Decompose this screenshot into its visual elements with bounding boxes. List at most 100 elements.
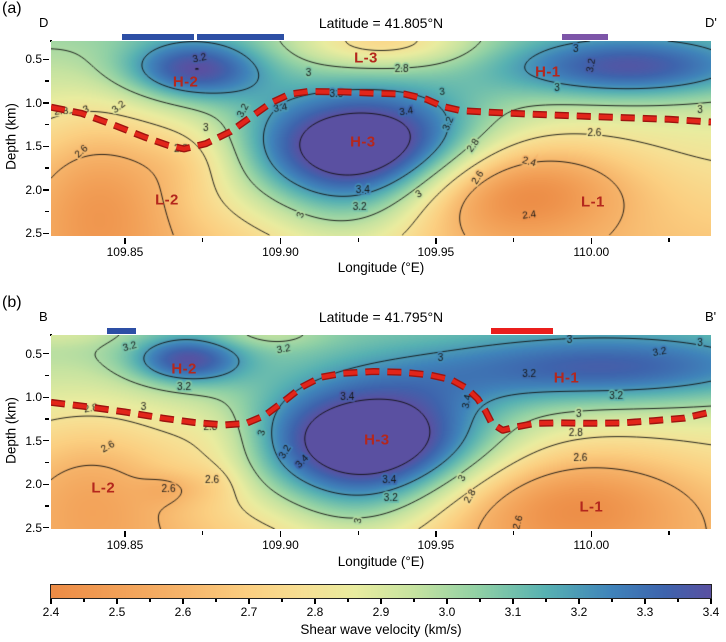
colorbar-tick — [116, 599, 118, 604]
velocity-heatmap-canvas-a — [51, 41, 711, 236]
colorbar-tick-label: 2.6 — [174, 605, 192, 619]
x-tick — [590, 530, 592, 537]
y-tick-label: 1.5 — [25, 139, 42, 154]
x-tick — [124, 237, 126, 244]
x-tick-label: 109.95 — [417, 537, 455, 552]
y-minor-tick — [45, 461, 50, 464]
colorbar-tick — [248, 599, 250, 604]
velocity-heatmap-canvas-b — [51, 335, 711, 529]
x-minor-tick — [668, 530, 670, 535]
y-tick — [43, 189, 50, 191]
surface-marker-bar — [122, 34, 194, 40]
section-start-label-b: B — [39, 309, 48, 324]
colorbar-tick — [380, 599, 382, 604]
y-minor-tick — [45, 167, 50, 169]
x-axis-label-a: Longitude (°E) — [337, 260, 425, 275]
x-minor-tick — [357, 237, 359, 242]
x-minor-tick — [668, 237, 670, 242]
colorbar-tick — [314, 599, 316, 604]
colorbar-minor-tick — [83, 599, 85, 602]
colorbar-tick — [512, 599, 514, 604]
y-tick-label: 1.5 — [25, 433, 42, 448]
panel-a-title: Latitude = 41.805°N — [318, 15, 444, 31]
colorbar-tick — [644, 599, 646, 604]
y-minor-tick — [45, 80, 50, 82]
panel-b-title: Latitude = 41.795°N — [318, 309, 444, 325]
section-start-label-a: D — [39, 15, 49, 30]
x-tick-label: 110.00 — [573, 537, 610, 552]
panel-b: (b) B Latitude = 41.795°N B' H-2 H-1 H-3 L-… — [0, 294, 726, 584]
y-axis-label-a: Depth (km) — [3, 103, 19, 170]
y-tick — [43, 440, 50, 442]
x-tick-label: 110.00 — [573, 244, 610, 259]
x-tick — [279, 237, 282, 244]
colorbar-tick-label: 2.5 — [108, 605, 126, 619]
y-minor-tick — [45, 211, 50, 213]
y-tick — [43, 483, 50, 485]
colorbar-minor-tick — [413, 599, 415, 602]
colorbar-tick-label: 2.8 — [306, 605, 324, 619]
colorbar-tick-label: 3.0 — [438, 605, 456, 619]
colorbar-minor-tick — [215, 599, 217, 602]
x-tick — [435, 237, 437, 244]
surface-marker-bar — [106, 328, 136, 334]
x-tick-label: 109.95 — [417, 244, 455, 259]
colorbar-gradient — [50, 584, 712, 599]
surface-marker-bar — [197, 34, 285, 40]
fault-line-a — [51, 88, 711, 153]
fault-line-b — [51, 368, 711, 434]
y-tick-label: 2.5 — [25, 520, 42, 535]
y-tick-label: 2.5 — [25, 226, 42, 241]
y-tick — [43, 396, 50, 398]
x-minor-tick — [512, 530, 515, 535]
x-tick — [435, 530, 437, 537]
y-minor-tick — [45, 505, 50, 507]
colorbar-minor-tick — [347, 599, 349, 602]
y-tick — [43, 232, 50, 235]
colorbar-minor-tick — [545, 599, 547, 602]
colorbar-minor-tick — [149, 599, 151, 602]
x-tick — [279, 530, 282, 537]
colorbar-tick-label: 3.3 — [636, 605, 654, 619]
y-minor-tick — [45, 123, 50, 126]
x-minor-tick — [202, 530, 204, 535]
x-tick — [124, 530, 126, 537]
y-minor-tick — [45, 374, 50, 377]
colorbar-label: Shear wave velocity (km/s) — [300, 622, 462, 637]
panel-a: (a) D Latitude = 41.805°N D' H-2 L-3 H-1 H-… — [0, 0, 726, 294]
y-tick-label: 0.5 — [25, 52, 42, 67]
colorbar-tick-label: 2.7 — [240, 605, 258, 619]
y-minor-tick — [45, 418, 50, 420]
colorbar-tick — [710, 599, 712, 604]
section-end-label-b: B' — [705, 309, 717, 324]
y-tick-label: 0.5 — [25, 346, 42, 361]
x-tick-label: 109.85 — [106, 244, 144, 259]
x-minor-tick — [202, 237, 204, 242]
colorbar-minor-tick — [281, 599, 283, 602]
y-tick — [43, 102, 50, 104]
x-axis-label-b: Longitude (°E) — [337, 554, 425, 569]
colorbar: 2.4 2.5 2.6 2.7 2.8 2.9 3.0 3.1 3.2 3.3 3.4 Shear … — [0, 584, 726, 642]
colorbar-tick-label: 2.4 — [42, 605, 60, 619]
fault-dash — [51, 89, 711, 152]
colorbar-tick — [446, 599, 448, 604]
panel-a-tag: (a) — [2, 0, 22, 17]
colorbar-tick-label: 3.4 — [702, 605, 720, 619]
y-tick-label: 2.0 — [25, 477, 42, 492]
colorbar-tick — [578, 599, 580, 604]
x-tick-label: 109.90 — [262, 244, 299, 259]
y-tick-label: 1.0 — [25, 390, 42, 405]
y-axis-label-b: Depth (km) — [3, 397, 19, 464]
y-tick — [43, 58, 50, 60]
y-tick — [43, 527, 50, 529]
colorbar-tick — [50, 599, 52, 604]
x-tick-label: 109.85 — [106, 537, 144, 552]
colorbar-tick — [182, 599, 184, 604]
y-tick — [43, 145, 50, 148]
colorbar-minor-tick — [677, 599, 679, 602]
colorbar-tick-label: 2.9 — [372, 605, 390, 619]
section-end-label-a: D' — [705, 15, 717, 30]
x-minor-tick — [357, 530, 359, 535]
x-tick — [590, 237, 592, 244]
